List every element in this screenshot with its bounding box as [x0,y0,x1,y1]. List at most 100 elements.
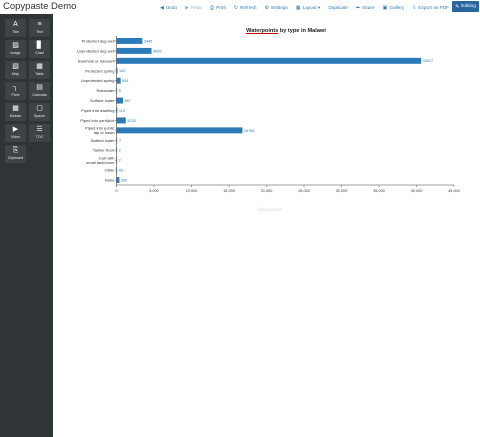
toolbar-button-redo[interactable]: ▶ Redo [185,5,202,11]
x-tick-label: 20,000 [261,189,273,193]
chart-title-rest: by type in Malawi [278,28,326,34]
tool-table[interactable]: ▦ Table [29,61,50,79]
tool-text[interactable]: ≡ Text [29,19,50,37]
clipboard-icon: ⎘ [12,147,19,154]
toolbar-button-label: Redo [190,5,203,10]
bar[interactable] [116,157,118,164]
sidebar: A Title ≡ Text ▨ Image ▊ Chart ▧ Map ▦ Table ┐ Pivot ▤… [0,14,53,437]
bar[interactable] [116,67,118,74]
toolbar: ◀ Undo ▶ Redo ⎙ Print ↻ Refresh ⚙ Settings ▦ Layout… [160,2,480,13]
bar[interactable] [116,47,152,54]
tool-label: Title [12,30,19,34]
data-label: 390 [121,178,127,182]
x-tick-label: 25,000 [298,189,310,193]
toolbar-button-layout[interactable]: ▦ Layout ▾ [296,5,320,11]
data-label: 5 [119,89,121,93]
tool-chart[interactable]: ▊ Chart [29,40,50,58]
data-label: 3445 [144,39,152,43]
y-tick-label: Surface water [90,98,115,103]
y-tick-label: Borehole or tubewell [78,58,115,63]
x-tick-label: 35,000 [373,189,385,193]
toolbar-button-label: Settings [270,5,288,10]
bar[interactable] [116,107,118,114]
bar[interactable] [116,37,143,44]
tool-label: Spacer [33,114,46,118]
toolbar-button-print[interactable]: ⎙ Print [210,5,226,11]
toolbar-button-settings[interactable]: ⚙ Settings [264,5,287,11]
data-label: 2 [119,159,121,163]
tool-video[interactable]: ▶ Video [5,124,26,142]
bar[interactable] [116,137,118,144]
tool-label: Pivot [11,93,20,97]
settings-icon: ⚙ [264,4,269,11]
toc-icon: ☰ [36,126,43,133]
toolbar-button-label: Print [216,5,226,10]
tool-label: Mosaic [9,114,22,118]
tool-label: Map [12,72,19,76]
undo-icon: ◀ [160,4,164,11]
bar[interactable] [116,127,243,134]
tool-clipboard[interactable]: ⎘ Clipboard [5,145,26,163]
bar[interactable] [116,57,422,64]
tool-image[interactable]: ▨ Image [5,40,26,58]
toolbar-button-gallery[interactable]: ▣ Gallery [383,5,405,11]
toolbar-button-duplicate[interactable]: Duplicate [328,5,348,10]
toolbar-button-export-as-pdf[interactable]: ⇩ Export as PDF [412,5,449,11]
app-title: Copypaste Demo [3,1,77,12]
x-tick-label: 5,000 [149,189,159,193]
tool-toc[interactable]: ☰ TOC [29,124,50,142]
x-tick-label: 10,000 [186,189,198,193]
data-label: 113 [119,109,125,113]
tool-mosaic[interactable]: ▦ Mosaic [5,103,26,121]
editing-button[interactable]: ✎ Editing [452,1,479,12]
bar[interactable] [116,87,118,94]
bar[interactable] [116,147,118,154]
data-label: 3 [119,139,121,143]
y-tick-label: Piped into dwelling [81,108,114,113]
map-icon: ▧ [12,63,19,70]
tool-title[interactable]: A Title [5,19,26,37]
tool-calendar[interactable]: ▤ Calendar [29,82,50,100]
data-label: 140 [119,69,125,73]
y-tick-label: Cart with small tank/drum [86,155,115,165]
data-label: 1233 [127,119,135,123]
data-label: 554 [122,79,128,83]
x-tick-label: 0 [115,189,117,193]
toolbar-button-label: Undo [165,5,178,10]
toolbar-button-refresh[interactable]: ↻ Refresh [234,5,257,11]
data-label: 45 [119,169,123,173]
y-tick-label: Rainwater [96,88,115,93]
print-icon: ⎙ [210,4,215,11]
bar[interactable] [116,117,126,124]
y-tick-label: Other [104,168,115,173]
y-tick-label: Protected dug well [82,38,115,43]
click-to-edit-hint[interactable]: Click to Edit [258,207,282,212]
bar[interactable] [116,177,120,184]
tool-pivot[interactable]: ┐ Pivot [5,82,26,100]
toolbar-button-label: Layout ▾ [302,4,321,10]
tool-label: Image [10,51,21,55]
mosaic-icon: ▦ [12,105,19,112]
y-tick-label: Protected spring [85,68,114,73]
toolbar-button-share[interactable]: ➦ Share [356,5,375,11]
refresh-icon: ↻ [233,4,239,11]
tool-label: TOC [35,135,44,139]
y-tick-label: None [105,178,115,183]
tool-label: Text [36,30,43,34]
bar[interactable] [116,97,124,104]
chart-title-link[interactable]: Waterpoints [246,28,279,34]
toolbar-button-undo[interactable]: ◀ Undo [160,5,177,11]
bar[interactable] [116,77,121,84]
tool-spacer[interactable]: ▢ Spacer [29,103,50,121]
y-tick-label: Piped into yard/plot [80,118,115,123]
toolbar-button-label: Duplicate [328,5,348,10]
bar[interactable] [116,167,118,174]
y-tick-label: Unprotected dug well [77,48,115,53]
calendar-icon: ▤ [36,84,43,91]
gallery-icon: ▣ [382,4,388,11]
tool-label: Chart [35,51,44,55]
share-icon: ➦ [355,4,361,11]
tool-map[interactable]: ▧ Map [5,61,26,79]
pencil-icon: ✎ [455,3,460,10]
y-tick-label: Unprotected spring [81,78,115,83]
